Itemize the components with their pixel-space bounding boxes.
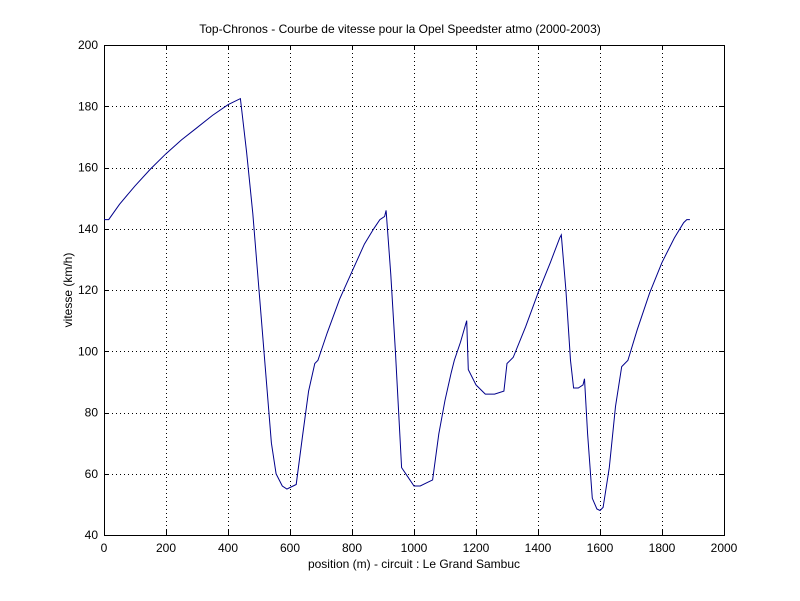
y-tick-label: 160	[78, 161, 98, 175]
x-tick-label: 1800	[649, 541, 676, 555]
x-axis-label: position (m) - circuit : Le Grand Sambuc	[307, 557, 521, 571]
y-axis-label: vitesse (km/h)	[61, 252, 75, 328]
axis-ticks	[104, 45, 725, 536]
y-tick-label: 40	[85, 528, 99, 542]
y-tick-label: 80	[85, 406, 99, 420]
x-tick-label: 1000	[401, 541, 428, 555]
y-tick-label: 100	[78, 344, 98, 358]
x-tick-labels: 0 200 400 600 800 1000 1200 1400 1600 1800 2000	[101, 541, 738, 555]
x-tick-label: 0	[101, 541, 108, 555]
axes-box	[104, 45, 725, 536]
x-tick-label: 2000	[711, 541, 738, 555]
grid-lines	[104, 45, 724, 535]
x-tick-label: 1200	[463, 541, 490, 555]
x-tick-label: 1600	[587, 541, 614, 555]
x-tick-label: 600	[280, 541, 300, 555]
chart-title: Top-Chronos - Courbe de vitesse pour la …	[199, 22, 601, 36]
y-tick-label: 120	[78, 283, 98, 297]
y-tick-label: 180	[78, 99, 98, 113]
y-tick-label: 60	[85, 467, 99, 481]
y-tick-label: 200	[78, 38, 98, 52]
y-tick-label: 140	[78, 222, 98, 236]
y-tick-labels: 40 60 80 100 120 140 160 180 200	[78, 38, 98, 542]
x-tick-label: 800	[342, 541, 362, 555]
x-tick-label: 1400	[525, 541, 552, 555]
x-tick-label: 200	[156, 541, 176, 555]
x-tick-label: 400	[218, 541, 238, 555]
speed-series-line	[104, 97, 690, 512]
